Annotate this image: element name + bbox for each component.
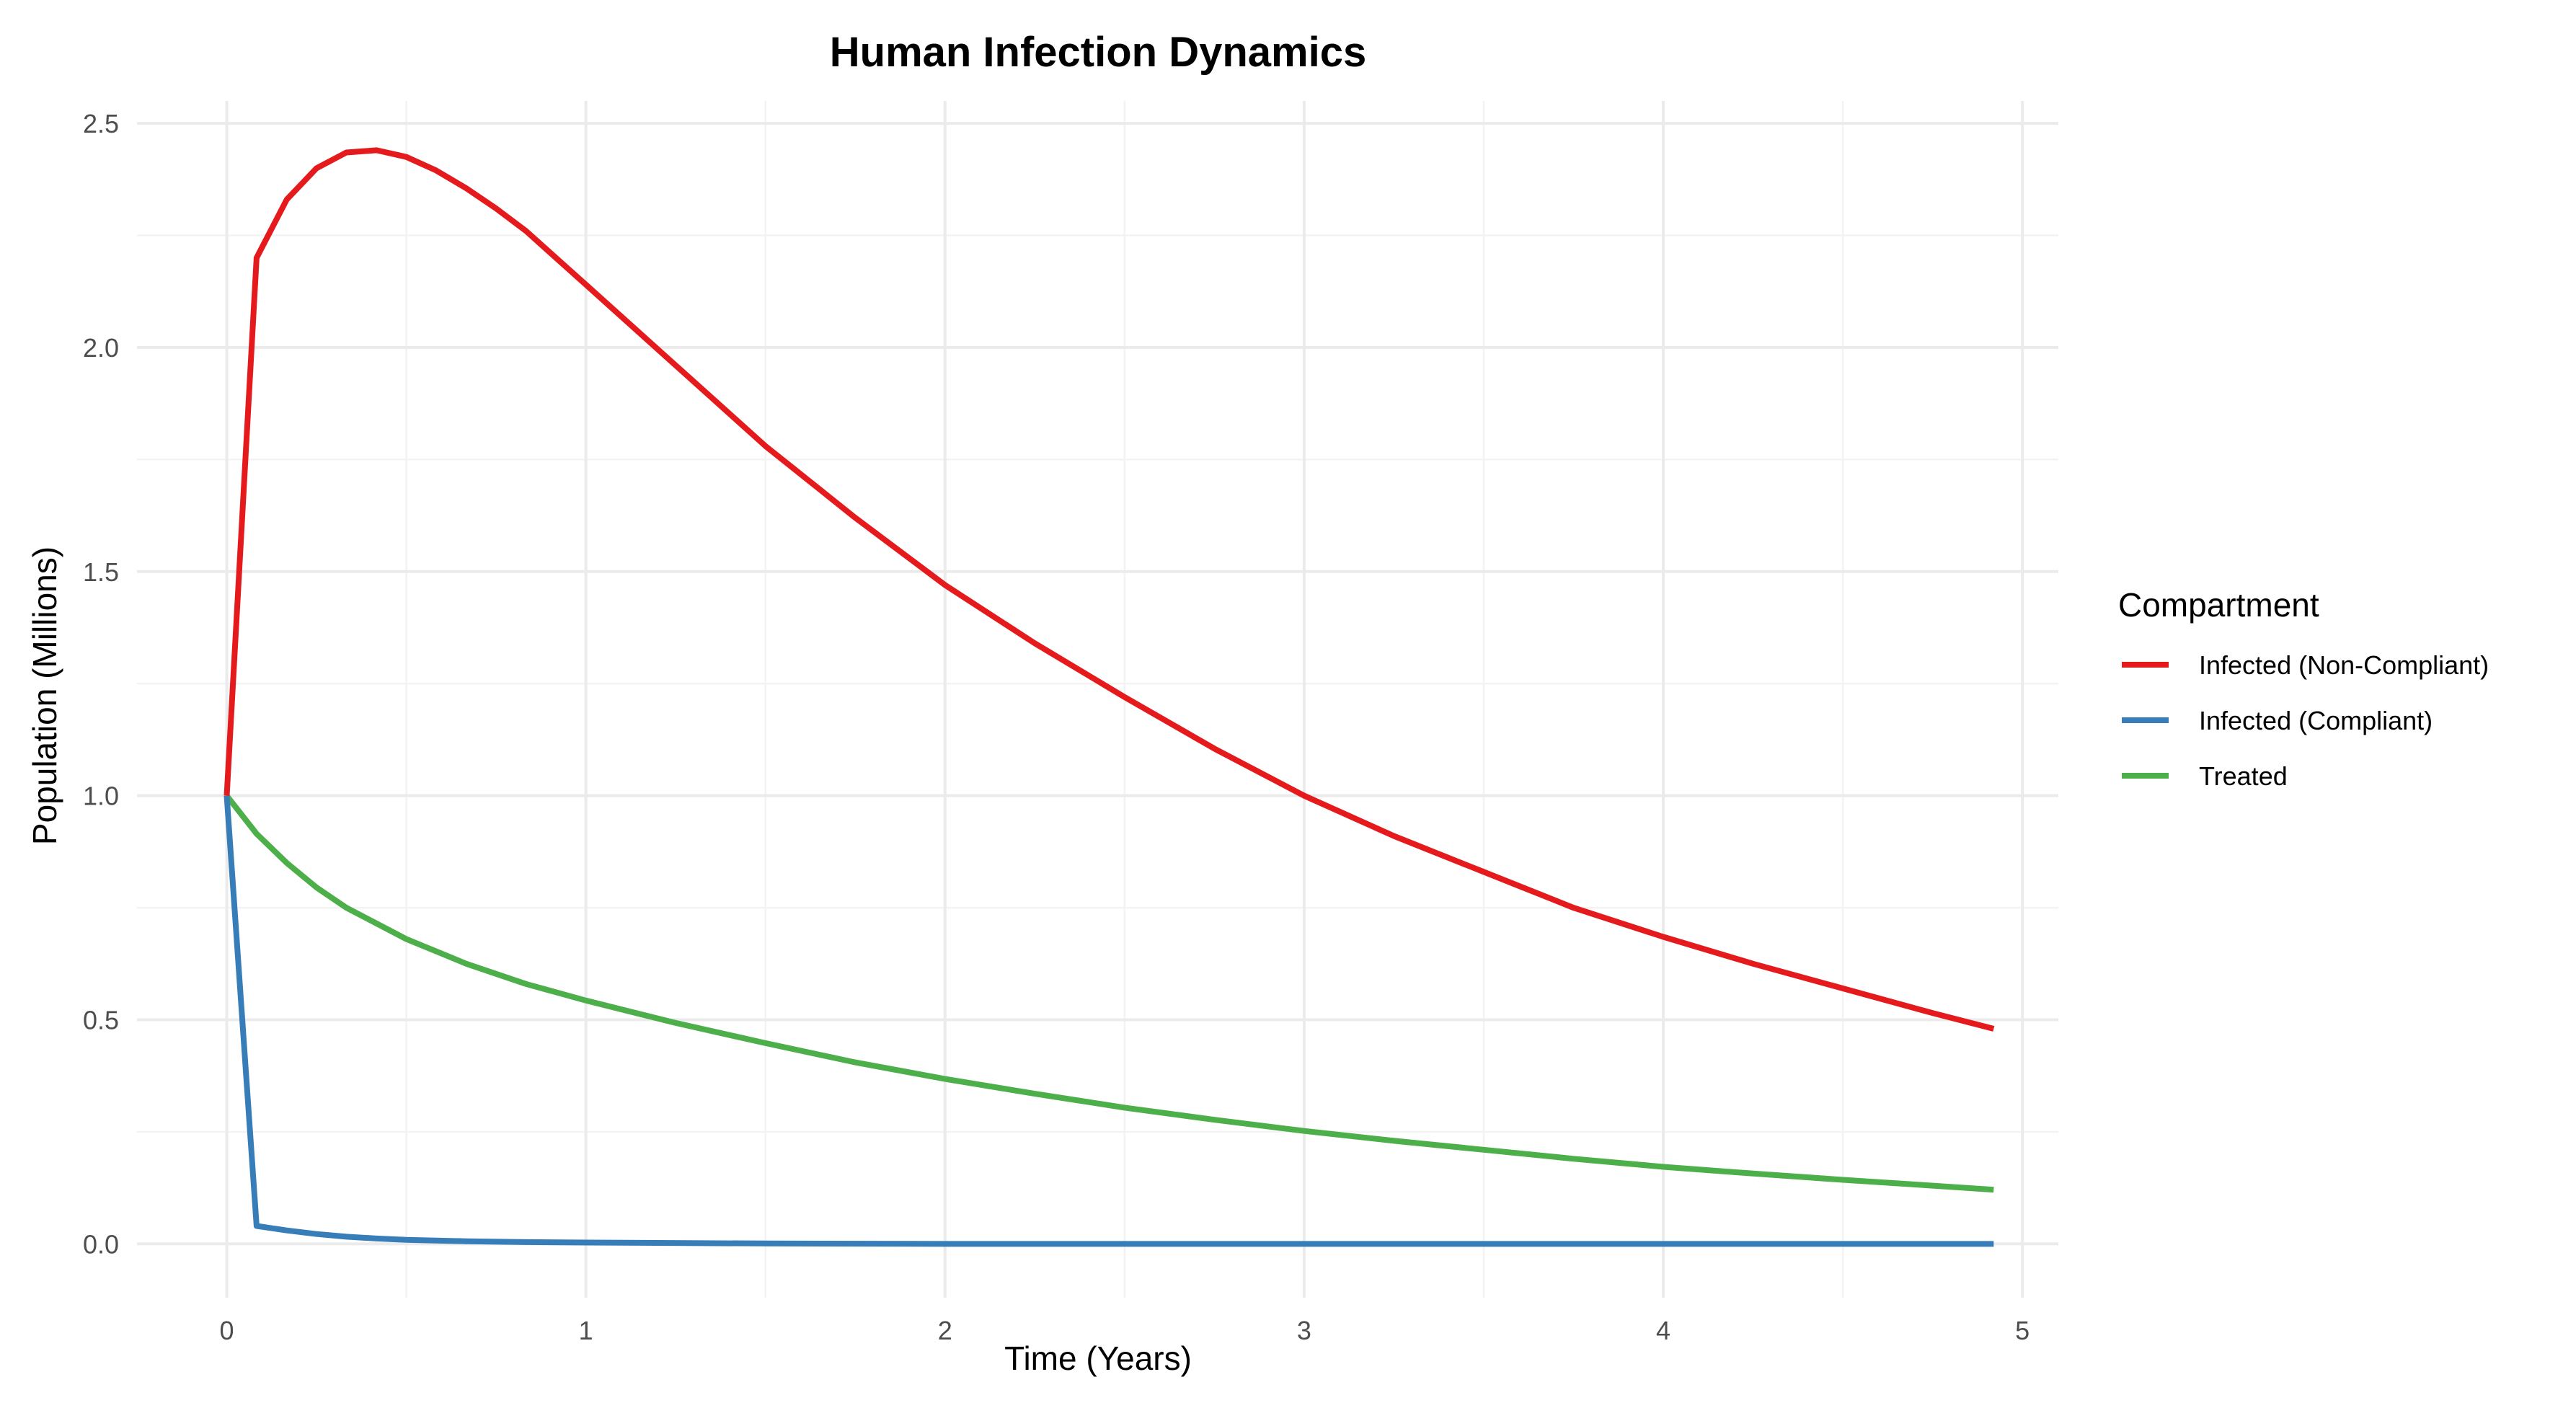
chart-title: Human Infection Dynamics xyxy=(830,29,1366,76)
y-tick-label: 0.0 xyxy=(83,1229,119,1259)
legend-label: Infected (Compliant) xyxy=(2199,706,2433,735)
x-tick-label: 5 xyxy=(2015,1316,2030,1345)
y-tick-label: 1.0 xyxy=(83,782,119,811)
y-axis-title: Population (Millions) xyxy=(26,546,63,845)
legend-label: Treated xyxy=(2199,761,2288,791)
x-tick-label: 1 xyxy=(579,1316,593,1345)
y-tick-label: 1.5 xyxy=(83,557,119,587)
series-line-infected-compliant xyxy=(223,795,1994,1247)
grid-minor xyxy=(137,101,2058,1298)
y-tick-labels: 0.0 0.5 1.0 1.5 2.0 2.5 xyxy=(83,109,119,1259)
x-axis-title: Time (Years) xyxy=(1004,1340,1192,1377)
x-tick-label: 2 xyxy=(938,1316,952,1345)
series-line-infected-non-compliant xyxy=(223,147,1995,1032)
legend-label: Infected (Non-Compliant) xyxy=(2199,650,2489,680)
x-tick-label: 3 xyxy=(1297,1316,1311,1345)
legend: Compartment Infected (Non-Compliant)Infe… xyxy=(2118,586,2489,791)
y-tick-label: 2.0 xyxy=(83,333,119,363)
y-tick-label: 0.5 xyxy=(83,1006,119,1035)
x-tick-labels: 0 1 2 3 4 5 xyxy=(220,1316,2030,1345)
x-tick-label: 0 xyxy=(220,1316,234,1345)
series-line-treated xyxy=(224,794,1994,1193)
legend-items: Infected (Non-Compliant) Infected (Compli… xyxy=(2122,650,2489,791)
y-tick-label: 2.5 xyxy=(83,109,119,138)
series-layer xyxy=(223,147,1995,1247)
legend-title: Compartment xyxy=(2118,586,2319,624)
x-tick-label: 4 xyxy=(1656,1316,1670,1345)
